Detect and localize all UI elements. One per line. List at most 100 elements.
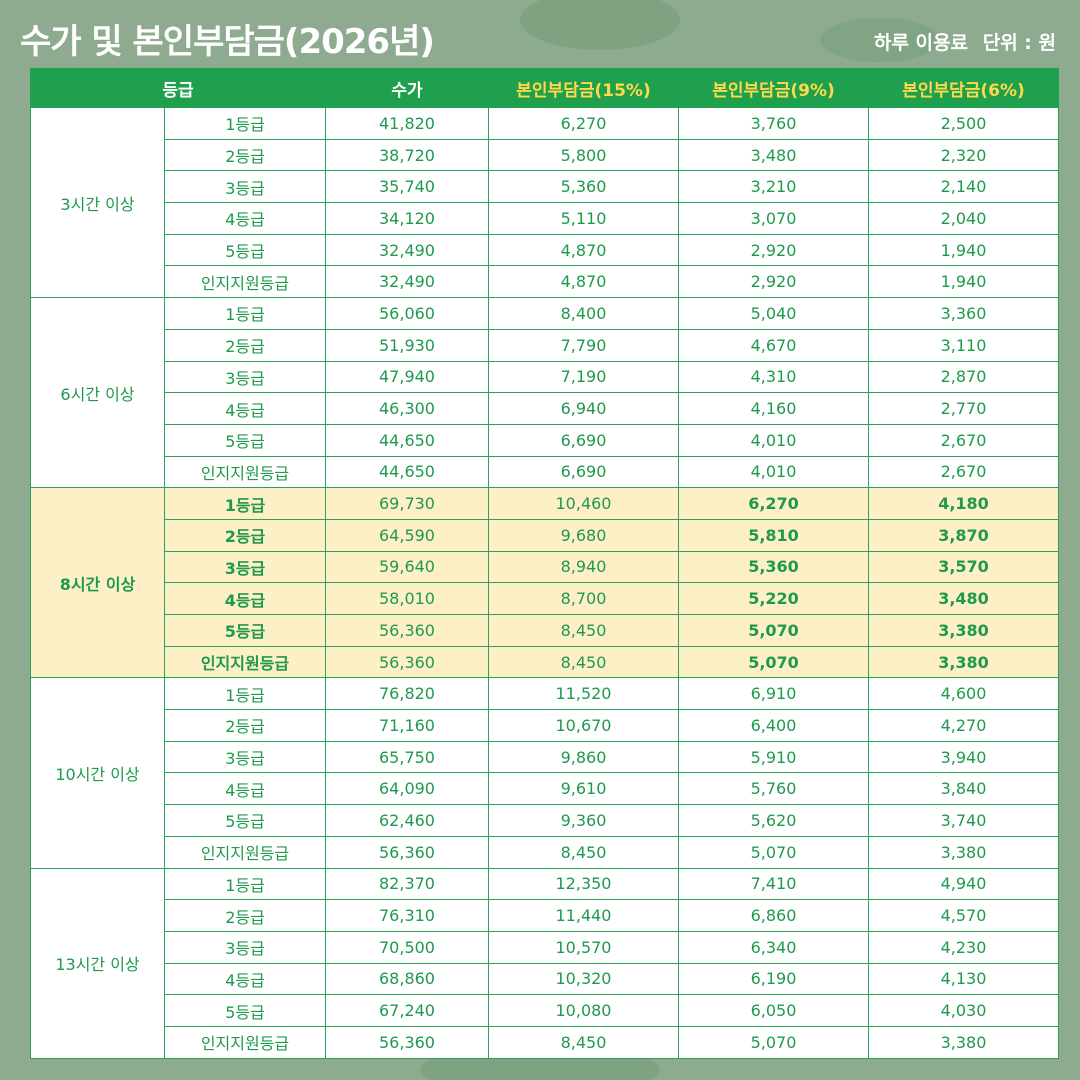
value-cell: 3,380 <box>868 614 1059 647</box>
value-cell: 8,700 <box>488 582 679 615</box>
table-row: 4등급 46,300 6,940 4,160 2,770 <box>31 392 1059 425</box>
value-cell: 10,080 <box>488 994 679 1027</box>
grade-cell: 인지지원등급 <box>164 835 326 869</box>
value-cell: 5,360 <box>678 550 869 584</box>
table-row: 인지지원등급 56,360 8,450 5,070 3,380 <box>31 645 1059 679</box>
value-cell: 56,360 <box>325 835 489 869</box>
value-cell: 6,690 <box>488 455 679 489</box>
grade-cell: 4등급 <box>164 962 326 996</box>
value-cell: 4,270 <box>868 709 1059 742</box>
grade-cell: 4등급 <box>164 772 326 806</box>
grade-cell: 3등급 <box>164 170 326 204</box>
group-label: 6시간 이상 <box>30 297 165 489</box>
value-cell: 4,010 <box>678 423 869 457</box>
value-cell: 3,110 <box>868 328 1059 362</box>
table-row: 5등급 32,490 4,870 2,920 1,940 <box>31 233 1059 267</box>
value-cell: 4,870 <box>488 265 679 299</box>
value-cell: 8,450 <box>488 614 679 647</box>
value-cell: 76,310 <box>325 899 489 932</box>
table-row: 4등급 68,860 10,320 6,190 4,130 <box>31 962 1059 996</box>
title: 수가 및 본인부담금(2026년) <box>20 22 435 62</box>
value-cell: 68,860 <box>325 962 489 996</box>
value-cell: 64,590 <box>325 518 489 552</box>
value-cell: 9,610 <box>488 772 679 806</box>
value-cell: 56,360 <box>325 614 489 647</box>
value-cell: 5,760 <box>678 772 869 806</box>
value-cell: 6,690 <box>488 423 679 457</box>
table-row: 2등급 38,720 5,800 3,480 2,320 <box>31 138 1059 172</box>
grade-cell: 5등급 <box>164 423 326 457</box>
table-row: 3등급 59,640 8,940 5,360 3,570 <box>31 550 1059 584</box>
column-header: 본인부담금(15%) <box>488 68 679 108</box>
value-cell: 1,940 <box>868 265 1059 299</box>
column-header: 본인부담금(9%) <box>678 68 869 108</box>
value-cell: 5,220 <box>678 582 869 615</box>
value-cell: 2,320 <box>868 138 1059 172</box>
grade-cell: 4등급 <box>164 582 326 615</box>
value-cell: 3,480 <box>678 138 869 172</box>
value-cell: 71,160 <box>325 709 489 742</box>
grade-cell: 5등급 <box>164 614 326 647</box>
value-cell: 1,940 <box>868 233 1059 267</box>
value-cell: 5,800 <box>488 138 679 172</box>
grade-cell: 2등급 <box>164 138 326 172</box>
value-cell: 69,730 <box>325 487 489 520</box>
grade-cell: 인지지원등급 <box>164 1025 326 1059</box>
table-row: 3등급 47,940 7,190 4,310 2,870 <box>31 360 1059 394</box>
value-cell: 82,370 <box>325 867 489 901</box>
value-cell: 32,490 <box>325 265 489 299</box>
value-cell: 56,060 <box>325 297 489 330</box>
value-cell: 3,570 <box>868 550 1059 584</box>
value-cell: 12,350 <box>488 867 679 901</box>
table-row: 10시간 이상 1등급 76,820 11,520 6,910 4,600 <box>30 677 1059 869</box>
table-row: 3등급 35,740 5,360 3,210 2,140 <box>31 170 1059 204</box>
group-label: 8시간 이상 <box>30 487 165 679</box>
grade-cell: 1등급 <box>164 297 326 330</box>
value-cell: 5,070 <box>678 835 869 869</box>
grade-cell: 2등급 <box>164 328 326 362</box>
grade-cell: 3등급 <box>164 740 326 774</box>
value-cell: 3,760 <box>678 107 869 140</box>
value-cell: 10,460 <box>488 487 679 520</box>
grade-cell: 인지지원등급 <box>164 265 326 299</box>
note: 하루 이용료 <box>873 32 968 54</box>
value-cell: 46,300 <box>325 392 489 425</box>
value-cell: 8,450 <box>488 835 679 869</box>
table-row: 인지지원등급 32,490 4,870 2,920 1,940 <box>31 265 1059 299</box>
table-row: 5등급 56,360 8,450 5,070 3,380 <box>31 614 1059 647</box>
value-cell: 7,790 <box>488 328 679 362</box>
value-cell: 41,820 <box>325 107 489 140</box>
grade-cell: 2등급 <box>164 518 326 552</box>
value-cell: 4,010 <box>678 455 869 489</box>
value-cell: 56,360 <box>325 645 489 679</box>
value-cell: 51,930 <box>325 328 489 362</box>
value-cell: 8,400 <box>488 297 679 330</box>
table-row: 5등급 67,240 10,080 6,050 4,030 <box>31 994 1059 1027</box>
value-cell: 3,380 <box>868 835 1059 869</box>
value-cell: 9,360 <box>488 804 679 837</box>
column-header: 본인부담금(6%) <box>868 68 1059 108</box>
grade-cell: 인지지원등급 <box>164 645 326 679</box>
table-row: 2등급 76,310 11,440 6,860 4,570 <box>31 899 1059 932</box>
value-cell: 3,480 <box>868 582 1059 615</box>
value-cell: 5,070 <box>678 1025 869 1059</box>
value-cell: 4,670 <box>678 328 869 362</box>
value-cell: 2,040 <box>868 202 1059 235</box>
table-row: 8시간 이상 1등급 69,730 10,460 6,270 4,180 <box>30 487 1059 679</box>
value-cell: 6,860 <box>678 899 869 932</box>
table-row: 2등급 51,930 7,790 4,670 3,110 <box>31 328 1059 362</box>
value-cell: 6,270 <box>678 487 869 520</box>
value-cell: 6,050 <box>678 994 869 1027</box>
value-cell: 7,190 <box>488 360 679 394</box>
value-cell: 44,650 <box>325 423 489 457</box>
value-cell: 2,870 <box>868 360 1059 394</box>
value-cell: 4,030 <box>868 994 1059 1027</box>
value-cell: 5,360 <box>488 170 679 204</box>
grade-cell: 5등급 <box>164 994 326 1027</box>
value-cell: 59,640 <box>325 550 489 584</box>
table-row: 4등급 34,120 5,110 3,070 2,040 <box>31 202 1059 235</box>
grade-cell: 3등급 <box>164 360 326 394</box>
value-cell: 67,240 <box>325 994 489 1027</box>
value-cell: 6,340 <box>678 930 869 964</box>
